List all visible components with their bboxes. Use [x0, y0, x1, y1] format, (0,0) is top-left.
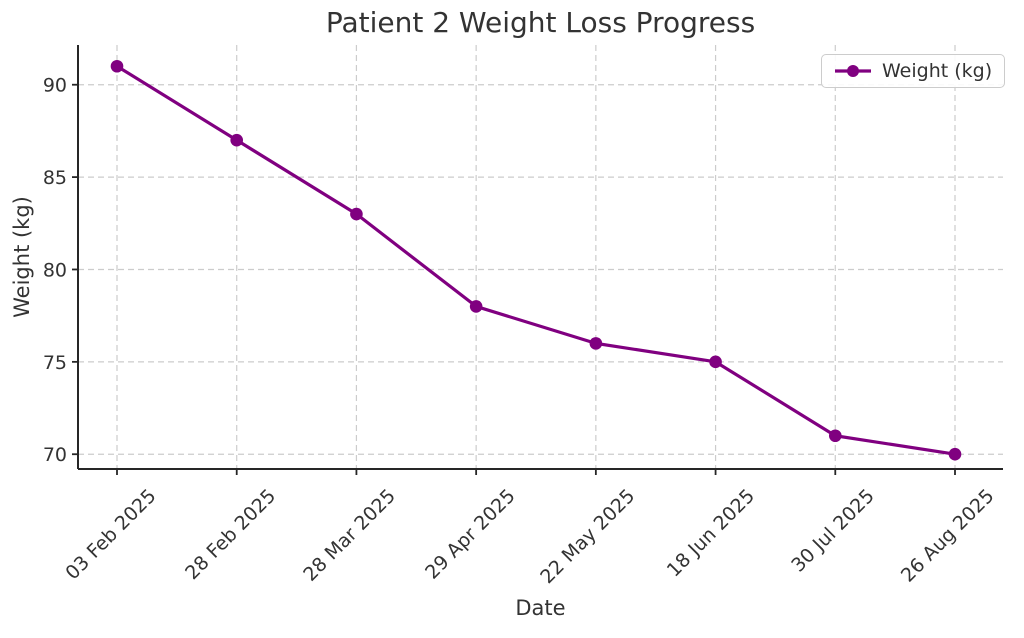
- x-tick-label: 26 Aug 2025: [897, 485, 999, 587]
- x-axis-title: Date: [515, 596, 566, 620]
- x-tick-label: 28 Mar 2025: [299, 485, 400, 586]
- x-tick-label: 30 Jul 2025: [787, 485, 879, 577]
- legend: Weight (kg): [821, 54, 1006, 88]
- x-tick-label: 29 Apr 2025: [421, 485, 520, 584]
- y-tick-label: 85: [43, 167, 67, 189]
- y-tick-label: 70: [43, 444, 67, 466]
- x-tick-label: 03 Feb 2025: [61, 485, 160, 584]
- data-point-marker: [110, 59, 124, 73]
- x-tick-label: 18 Jun 2025: [663, 485, 759, 581]
- data-point-marker: [589, 337, 603, 350]
- data-point-marker: [828, 429, 842, 443]
- x-tick-label: 22 May 2025: [536, 485, 639, 588]
- y-tick-label: 80: [43, 259, 67, 281]
- data-point-marker: [230, 133, 244, 147]
- legend-entry-label: Weight (kg): [882, 60, 993, 82]
- data-point-marker: [709, 355, 722, 369]
- legend-line-marker-icon: [835, 65, 871, 77]
- x-tick-label: 28 Feb 2025: [181, 485, 280, 584]
- data-point-marker: [948, 447, 962, 461]
- y-tick-label: 75: [43, 352, 67, 374]
- data-point-marker: [469, 300, 483, 313]
- y-tick-label: 90: [43, 75, 67, 97]
- data-point-marker: [350, 207, 363, 221]
- chart-title: Patient 2 Weight Loss Progress: [325, 6, 756, 39]
- y-axis-title: Weight (kg): [10, 196, 34, 318]
- weight-series-line: [115, 64, 957, 456]
